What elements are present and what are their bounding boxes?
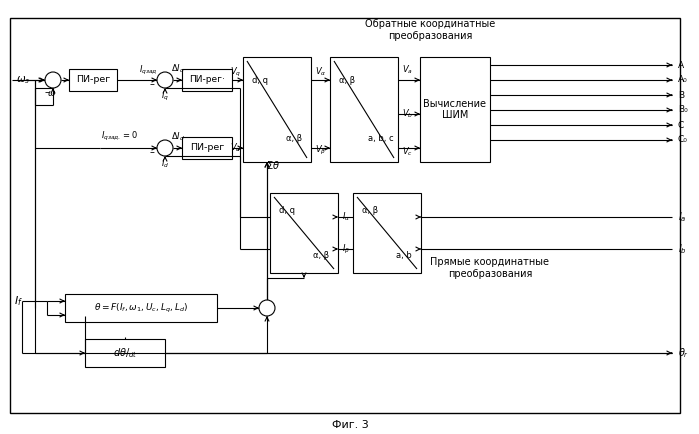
Text: d, q: d, q [252,76,268,85]
Text: $V_b$: $V_b$ [402,108,413,120]
Bar [420,57,490,162]
Text: $I_f$: $I_f$ [14,294,23,308]
Text: α, β: α, β [313,251,329,260]
Text: A: A [678,60,684,69]
Text: $\omega_з$: $\omega_з$ [16,74,30,86]
Text: α, β: α, β [286,135,302,143]
Text: a, b, c: a, b, c [368,135,394,143]
Text: –: – [150,79,154,89]
Text: $I_d$: $I_d$ [161,158,169,170]
Text: $\omega$: $\omega$ [48,89,57,99]
Text: –: – [150,147,154,157]
Text: $V_c$: $V_c$ [402,146,413,158]
Text: A₀: A₀ [678,76,688,85]
Text: $I_β$: $I_β$ [342,243,350,256]
Text: $\Delta I_q$: $\Delta I_q$ [171,62,185,76]
Text: $I_a$: $I_a$ [678,210,686,224]
Text: ПИ-рег·: ПИ-рег· [189,76,225,85]
Text: C₀: C₀ [678,135,688,145]
Text: a, b: a, b [396,251,412,260]
Text: $\theta = F(I_f, \omega_1, U_c, L_q, L_d)$: $\theta = F(I_f, \omega_1, U_c, L_q, L_d… [94,302,188,315]
Text: Вычисление
ШИМ: Вычисление ШИМ [424,99,487,120]
Text: $d\theta/_{dt}$: $d\theta/_{dt}$ [113,346,138,360]
Text: $I_{q зад}$: $I_{q зад}$ [138,63,157,76]
Text: $I_q$: $I_q$ [161,89,169,102]
Text: Обратные координатные
преобразования: Обратные координатные преобразования [365,19,495,41]
Text: B₀: B₀ [678,105,688,115]
Bar [270,193,338,273]
Text: $I_{q зад.}=0$: $I_{q зад.}=0$ [101,129,138,142]
Bar [330,57,398,162]
Text: $\Delta I_d$: $\Delta I_d$ [171,131,185,143]
Bar [182,137,232,159]
Text: $V_q$: $V_q$ [231,66,242,79]
Text: –: – [45,87,50,97]
Text: $V_α$: $V_α$ [315,66,326,78]
Text: ПИ-рег: ПИ-рег [190,144,224,152]
Text: ПИ-рег: ПИ-рег [76,76,110,85]
Text: $I_α$: $I_α$ [342,211,350,223]
Text: d, q: d, q [279,206,295,215]
Circle shape [259,300,275,316]
Text: $V_a$: $V_a$ [402,64,413,76]
Bar [69,69,117,91]
Text: $I_b$: $I_b$ [678,242,687,256]
Bar [353,193,421,273]
Text: $\theta_r$: $\theta_r$ [678,346,689,360]
Text: C: C [678,121,684,129]
Bar [243,57,311,162]
Text: $V_β$: $V_β$ [315,144,326,157]
Text: B: B [678,91,684,99]
Circle shape [45,72,61,88]
Text: Фиг. 3: Фиг. 3 [331,420,368,430]
Text: α, β: α, β [362,206,378,215]
Text: α, β: α, β [339,76,355,85]
Text: Прямые координатные
преобразования: Прямые координатные преобразования [431,257,549,279]
Bar [85,339,165,367]
Circle shape [157,72,173,88]
Text: $\Sigma\theta$: $\Sigma\theta$ [266,159,280,171]
Bar [182,69,232,91]
Bar [65,294,217,322]
Circle shape [157,140,173,156]
Text: $V_d$: $V_d$ [230,142,242,154]
